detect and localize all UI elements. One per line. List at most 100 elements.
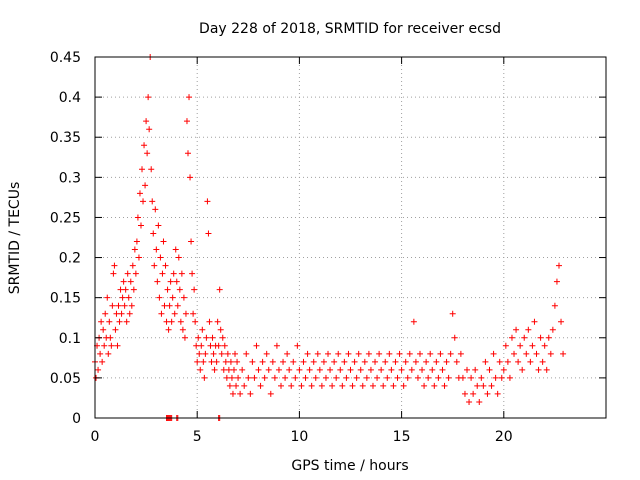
y-tick-label: 0.35 — [50, 130, 81, 146]
data-point — [143, 118, 150, 125]
data-point — [132, 270, 139, 277]
data-point — [427, 350, 434, 357]
data-point — [171, 310, 178, 317]
data-point — [331, 358, 338, 365]
data-point — [155, 222, 162, 229]
data-point — [140, 198, 147, 205]
data-point — [201, 374, 208, 381]
data-point — [273, 342, 280, 349]
data-point — [101, 342, 108, 349]
data-point — [107, 334, 114, 341]
data-point — [112, 326, 119, 333]
data-point — [290, 358, 297, 365]
data-point — [185, 150, 192, 157]
data-point — [429, 366, 436, 373]
data-point — [288, 382, 295, 389]
data-point — [197, 366, 204, 373]
data-point — [150, 230, 157, 237]
data-point — [445, 374, 452, 381]
data-point — [148, 166, 155, 173]
data-point — [226, 382, 233, 389]
data-point — [228, 374, 235, 381]
data-point — [261, 374, 268, 381]
data-point — [220, 366, 227, 373]
data-point — [189, 270, 196, 277]
data-point — [99, 358, 106, 365]
data-point — [406, 350, 413, 357]
data-point — [408, 366, 415, 373]
data-point — [527, 358, 534, 365]
data-point — [476, 398, 483, 405]
data-point — [363, 374, 370, 381]
data-point — [416, 350, 423, 357]
data-point — [521, 334, 528, 341]
data-point — [396, 350, 403, 357]
data-point — [158, 310, 165, 317]
data-point — [545, 334, 552, 341]
data-point — [300, 358, 307, 365]
data-point — [361, 358, 368, 365]
data-point — [517, 342, 524, 349]
data-point — [127, 278, 134, 285]
y-tick-label: 0.05 — [50, 371, 81, 387]
data-point — [149, 198, 156, 205]
data-point — [523, 350, 530, 357]
data-point — [421, 382, 428, 389]
data-point — [216, 286, 223, 293]
data-point — [457, 350, 464, 357]
x-tick-label: 0 — [91, 429, 100, 445]
data-point — [480, 382, 487, 389]
data-point — [102, 310, 109, 317]
data-point — [402, 358, 409, 365]
chart-title: Day 228 of 2018, SRMTID for receiver ecs… — [199, 21, 501, 37]
data-point — [437, 350, 444, 357]
x-tick-label: 20 — [495, 429, 513, 445]
data-point — [312, 374, 319, 381]
data-point — [265, 366, 272, 373]
data-point — [484, 390, 491, 397]
data-point — [159, 270, 166, 277]
data-point — [233, 382, 240, 389]
data-point — [169, 294, 176, 301]
data-point — [558, 318, 565, 325]
data-point — [235, 374, 242, 381]
data-point — [519, 366, 526, 373]
data-point — [110, 270, 117, 277]
data-point — [180, 294, 187, 301]
data-point — [278, 382, 285, 389]
data-point — [215, 342, 222, 349]
data-point — [292, 374, 299, 381]
data-point — [496, 358, 503, 365]
data-point — [431, 382, 438, 389]
data-point — [160, 238, 167, 245]
y-tick-label: 0.4 — [59, 90, 81, 106]
data-point — [492, 374, 499, 381]
data-point — [192, 318, 199, 325]
data-point — [337, 366, 344, 373]
data-point — [488, 382, 495, 389]
y-tick-label: 0.1 — [59, 331, 81, 347]
data-point — [404, 374, 411, 381]
data-point — [119, 294, 126, 301]
data-point — [253, 342, 260, 349]
data-point — [136, 190, 143, 197]
data-point — [120, 278, 127, 285]
data-point — [384, 374, 391, 381]
data-point — [451, 334, 458, 341]
data-point — [425, 374, 432, 381]
data-point — [310, 358, 317, 365]
y-tick-label: 0.25 — [50, 210, 81, 226]
data-point — [269, 358, 276, 365]
data-point — [470, 390, 477, 397]
data-point — [100, 326, 107, 333]
data-point — [443, 358, 450, 365]
data-point — [173, 278, 180, 285]
data-point — [137, 222, 144, 229]
data-point — [237, 390, 244, 397]
data-point — [255, 366, 262, 373]
y-axis-label: SRMTID / TECUs — [7, 182, 23, 295]
data-point — [525, 326, 532, 333]
data-point — [134, 214, 141, 221]
data-point — [547, 350, 554, 357]
data-point — [151, 262, 158, 269]
